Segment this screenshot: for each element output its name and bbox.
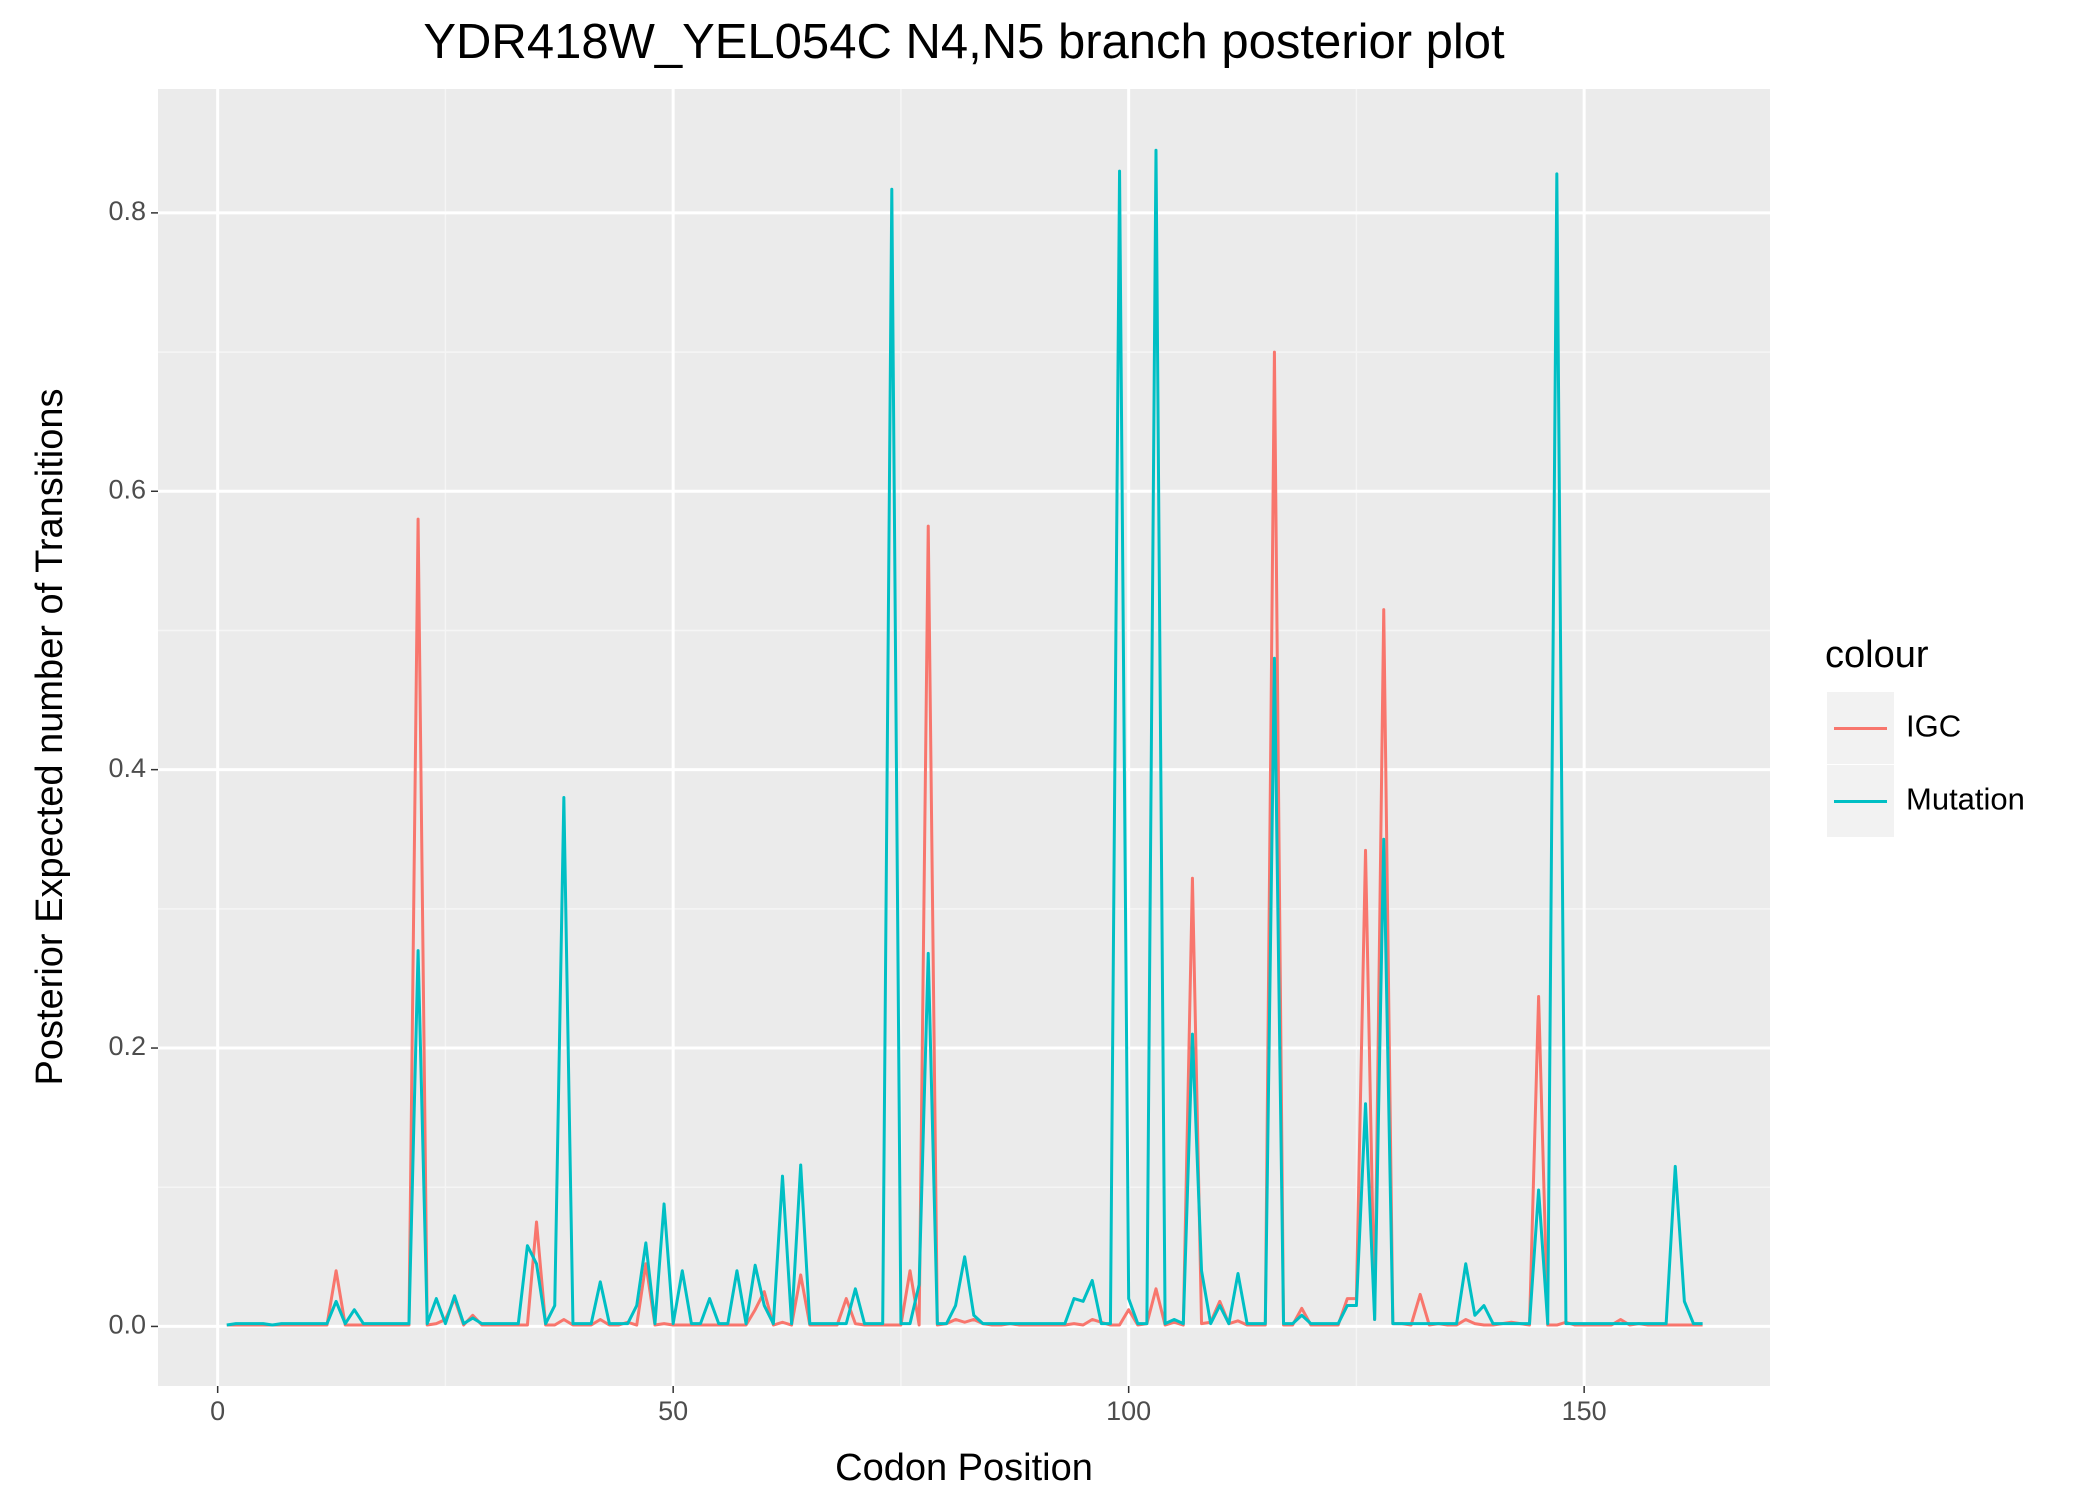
legend-title: colour <box>1825 634 1929 676</box>
legend-label: Mutation <box>1906 782 2025 817</box>
chart-title: YDR418W_YEL054C N4,N5 branch posterior p… <box>423 15 1505 69</box>
x-tick-label: 100 <box>1106 1396 1151 1426</box>
y-tick-label: 0.0 <box>108 1310 146 1340</box>
x-tick-label: 50 <box>658 1396 688 1426</box>
x-tick-label: 0 <box>210 1396 225 1426</box>
y-tick-label: 0.8 <box>108 196 146 226</box>
series-line <box>226 148 1703 1327</box>
y-tick-label: 0.6 <box>108 474 146 504</box>
y-tick-label: 0.4 <box>108 753 146 783</box>
x-axis-title: Codon Position <box>835 1447 1093 1489</box>
y-tick-label: 0.2 <box>108 1031 146 1061</box>
legend-label: IGC <box>1906 709 1961 744</box>
x-tick-label: 150 <box>1562 1396 1607 1426</box>
panel-background <box>158 89 1770 1386</box>
y-axis-title: Posterior Expected number of Transitions <box>29 388 71 1085</box>
